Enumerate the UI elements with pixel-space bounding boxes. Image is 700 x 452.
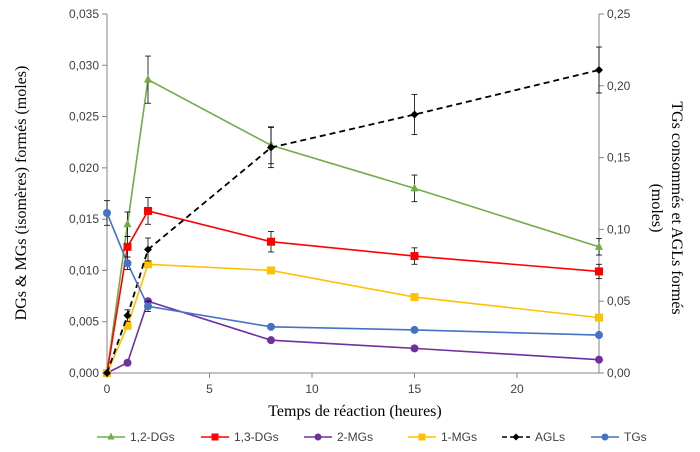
y2-axis-title-line1: TGs consommés et AGLs formés bbox=[668, 101, 685, 314]
legend-item-AGLs: AGLs bbox=[502, 430, 565, 444]
data-point bbox=[267, 266, 275, 275]
legend-label: AGLs bbox=[535, 430, 565, 444]
legend-item-1,3-DGs: 1,3-DGs bbox=[201, 430, 279, 444]
legend-label: 1-MGs bbox=[441, 430, 477, 444]
series-AGLs bbox=[103, 46, 603, 377]
legend-item-1-MGs: 1-MGs bbox=[408, 430, 477, 444]
y-tick-label: 0,020 bbox=[69, 161, 99, 175]
data-point bbox=[410, 344, 419, 353]
data-point bbox=[123, 259, 132, 268]
y-tick-label: 0,025 bbox=[69, 110, 99, 124]
x-axis-title: Temps de réaction (heures) bbox=[268, 403, 441, 420]
data-point bbox=[123, 242, 132, 251]
legend-label: TGs bbox=[624, 430, 647, 444]
data-point bbox=[144, 206, 152, 215]
y-tick-label: 0,010 bbox=[69, 263, 99, 277]
legend-marker bbox=[107, 432, 115, 440]
data-point bbox=[410, 183, 419, 192]
data-point bbox=[595, 241, 603, 250]
data-point bbox=[410, 325, 419, 334]
series-line bbox=[106, 263, 600, 374]
x-tick-label: 5 bbox=[206, 382, 213, 396]
legend-item-TGs: TGs bbox=[591, 430, 647, 444]
legend-marker bbox=[601, 433, 609, 441]
legend-marker bbox=[211, 433, 219, 441]
y-tick-label: 0,000 bbox=[69, 366, 99, 380]
data-point bbox=[267, 336, 275, 345]
data-point bbox=[267, 322, 275, 331]
y2-axis-title-line2: (moles) bbox=[648, 184, 665, 233]
series-TGs bbox=[103, 200, 603, 340]
y-tick-label: 0,015 bbox=[69, 212, 99, 226]
legend-item-1,2-DGs: 1,2-DGs bbox=[97, 430, 175, 444]
y2-tick-label: 0,00 bbox=[607, 366, 631, 380]
data-point bbox=[595, 313, 603, 322]
y2-tick-label: 0,15 bbox=[607, 151, 631, 165]
axes-layer: 0,0000,0050,0100,0150,0200,0250,0300,035… bbox=[69, 7, 631, 396]
series-line bbox=[106, 210, 600, 374]
y2-tick-label: 0,10 bbox=[607, 222, 631, 236]
legend-marker bbox=[314, 433, 322, 441]
x-tick-label: 15 bbox=[408, 382, 422, 396]
data-point bbox=[595, 331, 603, 340]
data-point bbox=[595, 355, 603, 364]
data-point bbox=[123, 311, 132, 320]
data-point bbox=[144, 260, 152, 269]
y-tick-label: 0,005 bbox=[69, 315, 99, 329]
x-tick-label: 10 bbox=[305, 382, 319, 396]
data-point bbox=[123, 219, 132, 228]
data-point bbox=[144, 302, 152, 311]
legend-item-2-MGs: 2-MGs bbox=[304, 430, 373, 444]
data-point bbox=[144, 74, 152, 83]
legend-marker bbox=[418, 433, 426, 441]
data-point bbox=[144, 245, 152, 254]
data-point bbox=[410, 110, 419, 119]
y-tick-label: 0,030 bbox=[69, 58, 99, 72]
data-point bbox=[123, 358, 132, 367]
data-point bbox=[595, 267, 603, 276]
legend-label: 1,2-DGs bbox=[130, 430, 175, 444]
y-axis-title: DGs & MGs (isomères) formés (moles) bbox=[13, 66, 30, 321]
legend-label: 1,3-DGs bbox=[234, 430, 279, 444]
y-tick-label: 0,035 bbox=[69, 7, 99, 21]
legend: 1,2-DGs 1,3-DGs 2-MGs 1-MGs AGLs TGs bbox=[97, 430, 647, 444]
x-tick-label: 20 bbox=[510, 382, 524, 396]
data-point bbox=[103, 208, 111, 217]
data-point bbox=[103, 369, 111, 377]
y2-tick-label: 0,05 bbox=[607, 294, 631, 308]
series-1-MGs bbox=[103, 260, 603, 377]
data-point bbox=[267, 143, 275, 152]
legend-marker bbox=[512, 433, 520, 441]
data-point bbox=[267, 237, 275, 246]
series-layer bbox=[103, 46, 603, 377]
series-line bbox=[106, 212, 600, 336]
x-tick-label: 0 bbox=[104, 382, 111, 396]
data-point bbox=[410, 252, 419, 261]
data-point bbox=[595, 66, 603, 75]
legend-label: 2-MGs bbox=[337, 430, 373, 444]
y2-tick-label: 0,25 bbox=[607, 7, 631, 21]
y2-tick-label: 0,20 bbox=[607, 79, 631, 93]
data-point bbox=[410, 293, 419, 302]
series-line bbox=[106, 69, 600, 374]
data-point bbox=[123, 321, 132, 330]
